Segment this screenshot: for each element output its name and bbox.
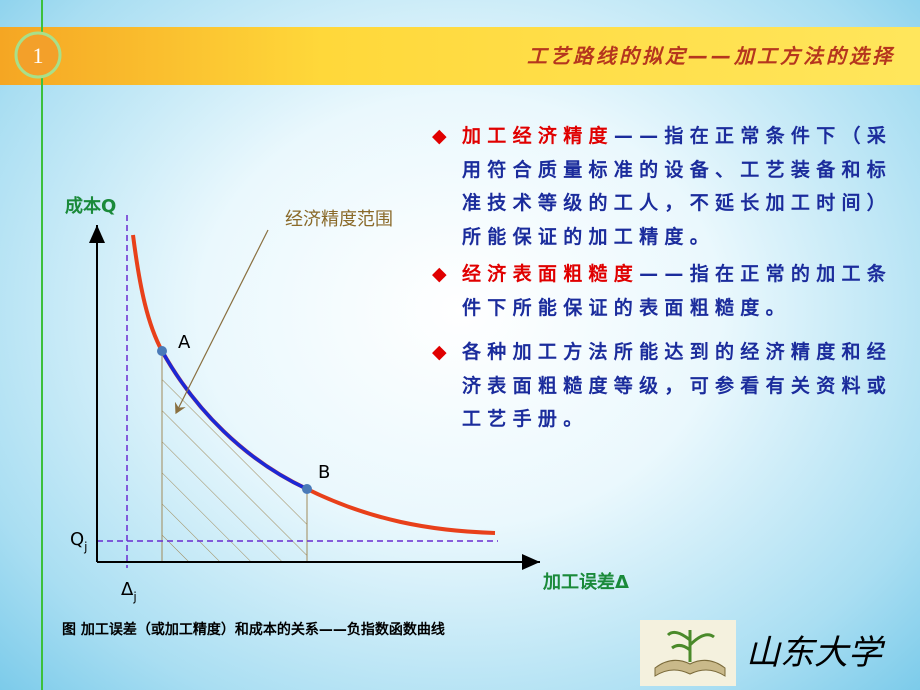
bullet: ◆ 各种加工方法所能达到的经济精度和经济表面粗糙度等级，可参看有关资料或工艺手册。 <box>432 336 894 437</box>
point-a <box>157 346 167 356</box>
delta-label: Δj <box>121 579 137 604</box>
bullet-term: 经济表面粗糙度 <box>462 263 640 285</box>
q-base: Q <box>70 529 84 550</box>
slide-title: 工艺路线的拟定——加工方法的选择 <box>527 44 895 68</box>
bullet-text: ——指在正常条件下（采用符合质量标准的设备、工艺装备和标准技术等级的工人，不延长… <box>462 125 893 248</box>
logo-icon <box>640 620 736 686</box>
logo-text: 山东大学 <box>746 633 886 673</box>
bullet: ◆ 加工经济精度——指在正常条件下（采用符合质量标准的设备、工艺装备和标准技术等级… <box>432 120 894 254</box>
caption: 图 加工误差（或加工精度）和成本的关系——负指数函数曲线 <box>62 621 445 638</box>
bullet-icon: ◆ <box>432 341 447 363</box>
number-badge <box>14 31 62 79</box>
q-label: Qj <box>70 529 88 554</box>
delta-sub: j <box>132 590 136 604</box>
y-axis-label: 成本Q <box>65 195 116 217</box>
bullet-icon: ◆ <box>432 125 447 147</box>
bullet-body: 经济表面粗糙度——指在正常的加工条件下所能保证的表面粗糙度。 <box>462 258 894 325</box>
bullet-body: 各种加工方法所能达到的经济精度和经济表面粗糙度等级，可参看有关资料或工艺手册。 <box>462 336 894 437</box>
point-label: A <box>178 332 191 353</box>
point-label: B <box>318 462 330 483</box>
bullet-body: 加工经济精度——指在正常条件下（采用符合质量标准的设备、工艺装备和标准技术等级的… <box>462 120 894 254</box>
bullet-icon: ◆ <box>432 263 447 285</box>
point-b <box>302 484 312 494</box>
annotation-arrow <box>174 229 269 415</box>
bullet-text: 各种加工方法所能达到的经济精度和经济表面粗糙度等级，可参看有关资料或工艺手册。 <box>462 341 893 430</box>
x-axis-label: 加工误差Δ <box>542 571 629 593</box>
economic-segment <box>160 350 308 491</box>
delta-base: Δ <box>121 579 134 600</box>
q-sub: j <box>83 540 87 554</box>
bullet-text: ——指在正常的加工条件下所能保证的表面粗糙度。 <box>462 263 893 319</box>
bullet-term: 加工经济精度 <box>462 125 614 147</box>
header-band <box>0 27 920 85</box>
hatched-area <box>162 351 307 562</box>
annotation: 经济精度范围 <box>285 209 393 230</box>
bullet: ◆ 经济表面粗糙度——指在正常的加工条件下所能保证的表面粗糙度。 <box>432 258 894 325</box>
slide-number: 1 <box>33 43 44 68</box>
